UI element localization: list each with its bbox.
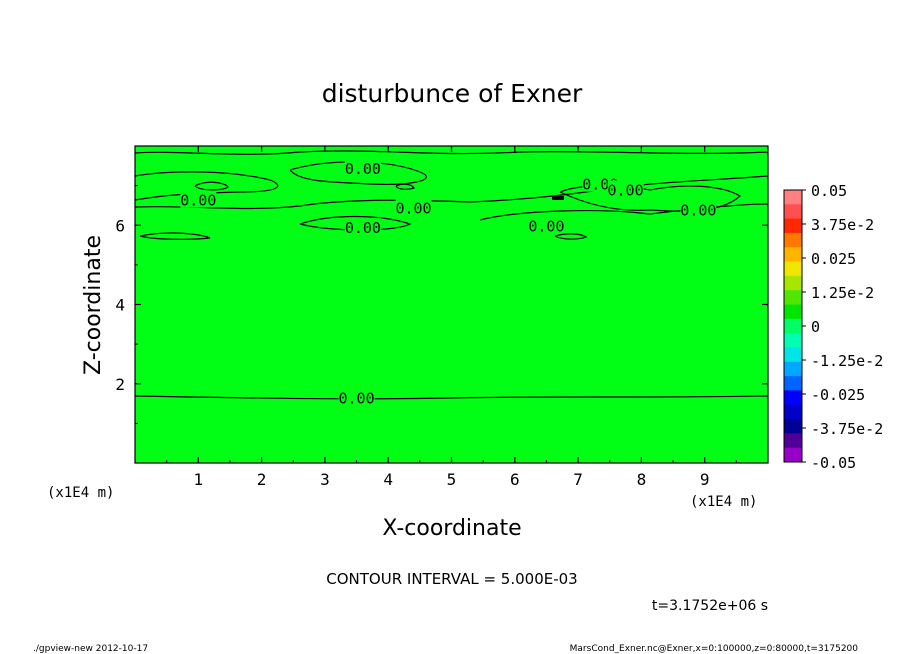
y-tick-label: 6 — [115, 216, 125, 235]
contour-label-bg — [344, 158, 381, 176]
colorbar-label: -0.05 — [811, 454, 856, 472]
colorbar-swatch — [784, 275, 802, 291]
colorbar-swatch — [784, 304, 802, 320]
contour-label: 0.00 — [345, 219, 381, 237]
y-axis-title: Z-coordinate — [81, 235, 106, 375]
z-axis-unit: (x1E4 m) — [47, 485, 114, 501]
colorbar-label: 0.025 — [811, 250, 856, 268]
y-tick-label: 2 — [115, 375, 125, 394]
contour-label-bg — [680, 200, 717, 218]
contour-line — [134, 150, 769, 155]
contour-field — [135, 146, 768, 463]
colorbar-swatch — [784, 447, 802, 463]
colorbar-swatch — [784, 333, 802, 348]
colorbar-swatch — [784, 318, 802, 334]
contour-line — [139, 232, 211, 240]
contour-line — [395, 183, 415, 190]
contour-label-bg — [395, 198, 432, 216]
x-tick-label: 2 — [257, 470, 267, 489]
contour-line — [479, 203, 769, 221]
colorbar-label: -3.75e-2 — [811, 420, 883, 438]
x-tick-label: 3 — [320, 470, 330, 489]
x-tick-label: 1 — [193, 470, 203, 489]
colorbar-swatch — [784, 390, 802, 406]
contour-line — [554, 233, 588, 240]
contour-line — [134, 395, 769, 400]
contour-label: 0.00 — [528, 217, 564, 235]
x-axis-title: X-coordinate — [382, 516, 521, 541]
colorbar-swatch — [784, 218, 802, 234]
contour-label: 0.00 — [338, 390, 374, 408]
colorbar-swatch — [784, 376, 802, 391]
x-tick-label: 4 — [383, 470, 393, 489]
contour-label: 0.00 — [608, 182, 644, 200]
colorbar-label: -1.25e-2 — [811, 352, 883, 370]
colorbar-swatch — [784, 419, 802, 434]
contour-label-bg — [180, 190, 217, 208]
colorbar-swatch — [784, 204, 802, 220]
colorbar — [783, 189, 803, 463]
contour-label: 0.00 — [180, 191, 216, 209]
colorbar-swatch — [784, 290, 802, 306]
colorbar-swatch — [784, 261, 802, 277]
colorbar-swatch — [784, 404, 802, 420]
colorbar-swatch — [784, 247, 802, 263]
colorbar-label: 1.25e-2 — [811, 284, 874, 302]
contour-label: 0.00 — [345, 160, 381, 178]
contour-label-bg — [344, 218, 381, 236]
colorbar-label: -0.025 — [811, 386, 865, 404]
contour-label-bg — [607, 180, 644, 198]
contour-line — [194, 181, 229, 191]
footer-right: MarsCond_Exner.nc@Exner,x=0:100000,z=0:8… — [570, 644, 859, 654]
contour-label: 0.00 — [680, 201, 716, 219]
colorbar-swatch — [784, 190, 802, 205]
y-tick-label: 4 — [115, 296, 125, 315]
colorbar-swatch — [784, 347, 802, 363]
chart-title: disturbunce of Exner — [322, 79, 583, 108]
colorbar-swatch — [784, 433, 802, 449]
contour-line — [134, 175, 769, 210]
contour-lines — [134, 150, 769, 400]
x-axis-unit: (x1E4 m) — [690, 494, 757, 510]
footer-left: ./gpview-new 2012-10-17 — [33, 644, 148, 654]
contour-line — [299, 215, 412, 231]
contour-label-bg — [528, 216, 565, 234]
colorbar-swatch — [784, 232, 802, 248]
x-tick-label: 7 — [573, 470, 583, 489]
colorbar-label: 0.05 — [811, 182, 847, 200]
x-tick-label: 6 — [510, 470, 520, 489]
contour-interval-text: CONTOUR INTERVAL = 5.000E-03 — [326, 570, 577, 588]
x-tick-label: 8 — [637, 470, 647, 489]
contour-label: 0.00 — [395, 199, 431, 217]
contour-small-mark — [552, 196, 564, 200]
x-tick-label: 5 — [447, 470, 457, 489]
x-tick-label: 9 — [700, 470, 710, 489]
colorbar-label: 3.75e-2 — [811, 216, 874, 234]
contour-label-bg — [338, 388, 375, 406]
colorbar-swatch — [784, 361, 802, 377]
colorbar-label: 0 — [811, 318, 820, 336]
time-label: t=3.1752e+06 s — [652, 598, 768, 614]
